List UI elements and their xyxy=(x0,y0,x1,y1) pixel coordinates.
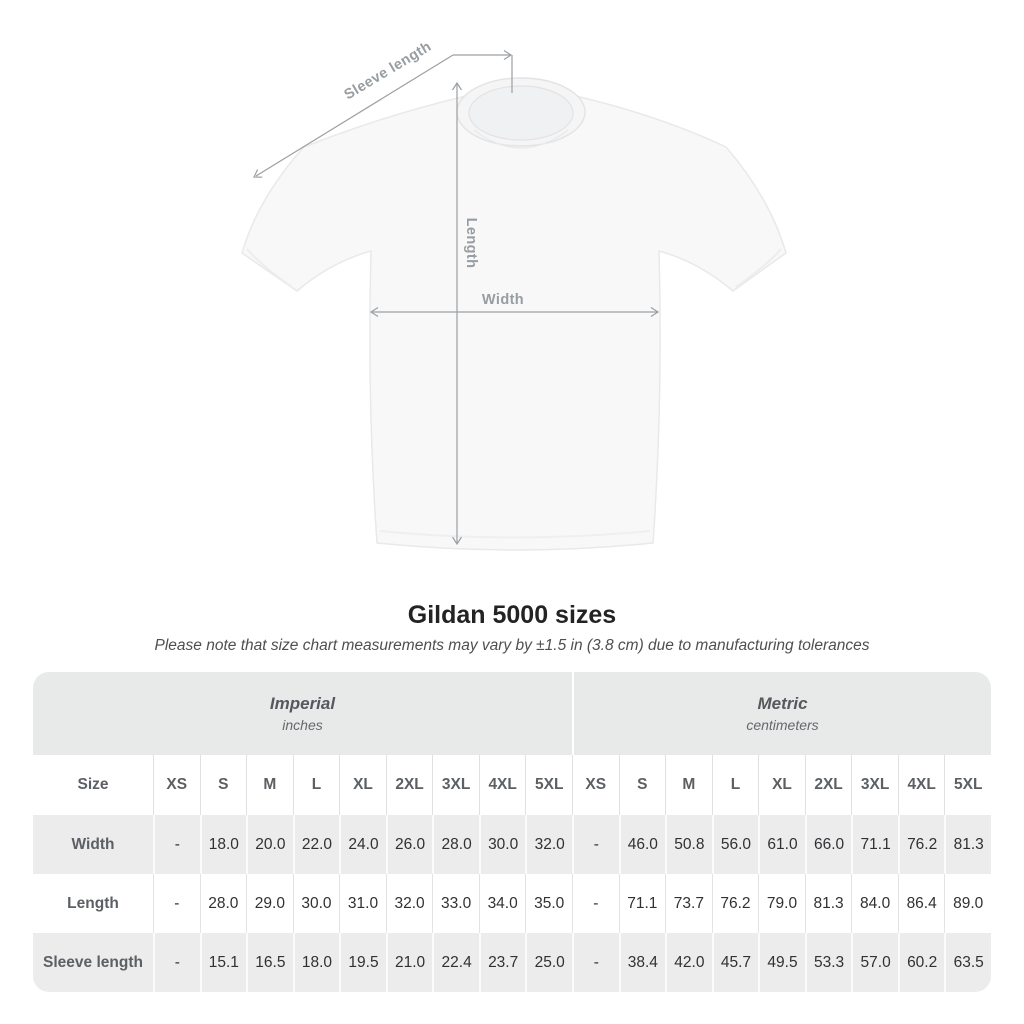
measurement-value: 32.0 xyxy=(525,815,572,874)
size-header-imperial-xl: XL xyxy=(339,755,386,815)
measurement-value: 61.0 xyxy=(758,815,805,874)
metric-label: Metric xyxy=(757,694,808,713)
measurement-value: - xyxy=(153,933,200,992)
size-header-imperial-5xl: 5XL xyxy=(525,755,572,815)
size-header-imperial-m: M xyxy=(246,755,293,815)
row-label: Sleeve length xyxy=(43,953,143,971)
measurement-value: - xyxy=(572,815,619,874)
measurement-value: 20.0 xyxy=(246,815,293,874)
size-header-metric-l: L xyxy=(711,755,759,815)
length-label: Length xyxy=(463,217,479,269)
size-header-imperial-xs: XS xyxy=(153,755,200,815)
measurement-value: 18.0 xyxy=(292,933,340,992)
measurement-value: 30.0 xyxy=(478,815,526,874)
size-header-metric-5xl: 5XL xyxy=(944,755,991,815)
measurement-value: 57.0 xyxy=(851,933,898,992)
measurement-value: 25.0 xyxy=(525,933,572,992)
measurement-value: 18.0 xyxy=(199,815,247,874)
imperial-unit-header: Imperial inches xyxy=(33,672,572,755)
size-header-metric-m: M xyxy=(665,755,712,815)
measurement-value: 49.5 xyxy=(758,933,805,992)
measurement-value: 81.3 xyxy=(944,815,991,874)
measurement-value: 60.2 xyxy=(897,933,945,992)
measurement-value: 21.0 xyxy=(385,933,433,992)
measurement-value: 81.3 xyxy=(804,874,852,933)
measurement-value: - xyxy=(572,933,619,992)
measurement-value: 29.0 xyxy=(246,874,293,933)
size-header-imperial-s: S xyxy=(199,755,247,815)
measurement-value: 32.0 xyxy=(385,874,433,933)
measurement-value: - xyxy=(572,874,619,933)
size-table: Imperial inches Metric centimeters Size X… xyxy=(33,672,991,992)
table-row: Length -28.0 29.0 30.0 31.0 32.0 33.0 34.0 35.0-… xyxy=(33,874,991,933)
size-header-imperial-l: L xyxy=(292,755,340,815)
measurement-value: 46.0 xyxy=(618,815,666,874)
size-grid: Size XS S M L XL 2XL 3XL 4XL 5XL XS S M L XL 2XL 3XL 4XL 5… xyxy=(33,755,991,992)
measurement-value: 71.1 xyxy=(618,874,666,933)
table-row: Size XS S M L XL 2XL 3XL 4XL 5XL XS S M L XL 2XL 3XL 4XL 5… xyxy=(33,755,991,815)
measurement-value: 63.5 xyxy=(944,933,991,992)
measurement-value: 50.8 xyxy=(665,815,712,874)
measurement-value: 31.0 xyxy=(339,874,386,933)
measurement-value: 23.7 xyxy=(478,933,526,992)
measurement-value: - xyxy=(153,874,200,933)
measurement-value: 45.7 xyxy=(711,933,759,992)
metric-unit-label: centimeters xyxy=(746,717,819,733)
imperial-label: Imperial xyxy=(269,694,336,713)
measurement-value: 26.0 xyxy=(385,815,433,874)
tolerance-note: Please note that size chart measurements… xyxy=(154,637,870,654)
measurement-value: 35.0 xyxy=(525,874,572,933)
tshirt-illustration xyxy=(241,49,787,551)
measurement-value: 42.0 xyxy=(665,933,712,992)
row-label: Width xyxy=(71,835,115,853)
measurement-value: 86.4 xyxy=(897,874,945,933)
measurement-value: 34.0 xyxy=(478,874,526,933)
tshirt-shape xyxy=(241,77,787,551)
width-label: Width xyxy=(481,292,525,308)
unit-band: Imperial inches Metric centimeters xyxy=(33,672,991,755)
page-title: Gildan 5000 sizes xyxy=(407,601,617,629)
measurement-arrows xyxy=(253,49,660,546)
size-header-metric-3xl: 3XL xyxy=(851,755,898,815)
measurement-value: 22.0 xyxy=(292,815,340,874)
imperial-unit-label: inches xyxy=(282,717,323,733)
measurement-value: 73.7 xyxy=(665,874,712,933)
size-header-metric-xl: XL xyxy=(758,755,805,815)
row-label: Length xyxy=(67,894,119,912)
measurement-value: 16.5 xyxy=(246,933,293,992)
table-row: Width -18.0 20.0 22.0 24.0 26.0 28.0 30.0 32.0-4… xyxy=(33,815,991,874)
measurement-value: 22.4 xyxy=(432,933,479,992)
measurement-value: 79.0 xyxy=(758,874,805,933)
measurement-value: 19.5 xyxy=(339,933,386,992)
metric-unit-header: Metric centimeters xyxy=(572,672,991,755)
size-header-imperial-3xl: 3XL xyxy=(432,755,479,815)
measurement-value: 30.0 xyxy=(292,874,340,933)
size-header-metric-xs: XS xyxy=(572,755,619,815)
size-header-metric-s: S xyxy=(618,755,666,815)
measurement-value: 15.1 xyxy=(199,933,247,992)
size-header-imperial-4xl: 4XL xyxy=(478,755,526,815)
measurement-value: 76.2 xyxy=(711,874,759,933)
measurement-value: 66.0 xyxy=(804,815,852,874)
measurement-value: 33.0 xyxy=(432,874,479,933)
table-row: Sleeve length -15.1 16.5 18.0 19.5 21.0 22.4 23… xyxy=(33,933,991,992)
measurement-value: 76.2 xyxy=(897,815,945,874)
measurement-value: 28.0 xyxy=(432,815,479,874)
size-header-metric-2xl: 2XL xyxy=(804,755,852,815)
tshirt-measurement-diagram: Sleeve length Length Width xyxy=(241,39,787,551)
measurement-value: 71.1 xyxy=(851,815,898,874)
measurement-value: 89.0 xyxy=(944,874,991,933)
size-header-imperial-2xl: 2XL xyxy=(385,755,433,815)
measurement-value: 53.3 xyxy=(804,933,852,992)
measurement-value: - xyxy=(153,815,200,874)
measurement-value: 24.0 xyxy=(339,815,386,874)
size-header-metric-4xl: 4XL xyxy=(897,755,945,815)
measurement-value: 56.0 xyxy=(711,815,759,874)
measurement-value: 84.0 xyxy=(851,874,898,933)
measurement-value: 28.0 xyxy=(199,874,247,933)
size-column-header: Size xyxy=(77,776,109,793)
measurement-value: 38.4 xyxy=(618,933,666,992)
